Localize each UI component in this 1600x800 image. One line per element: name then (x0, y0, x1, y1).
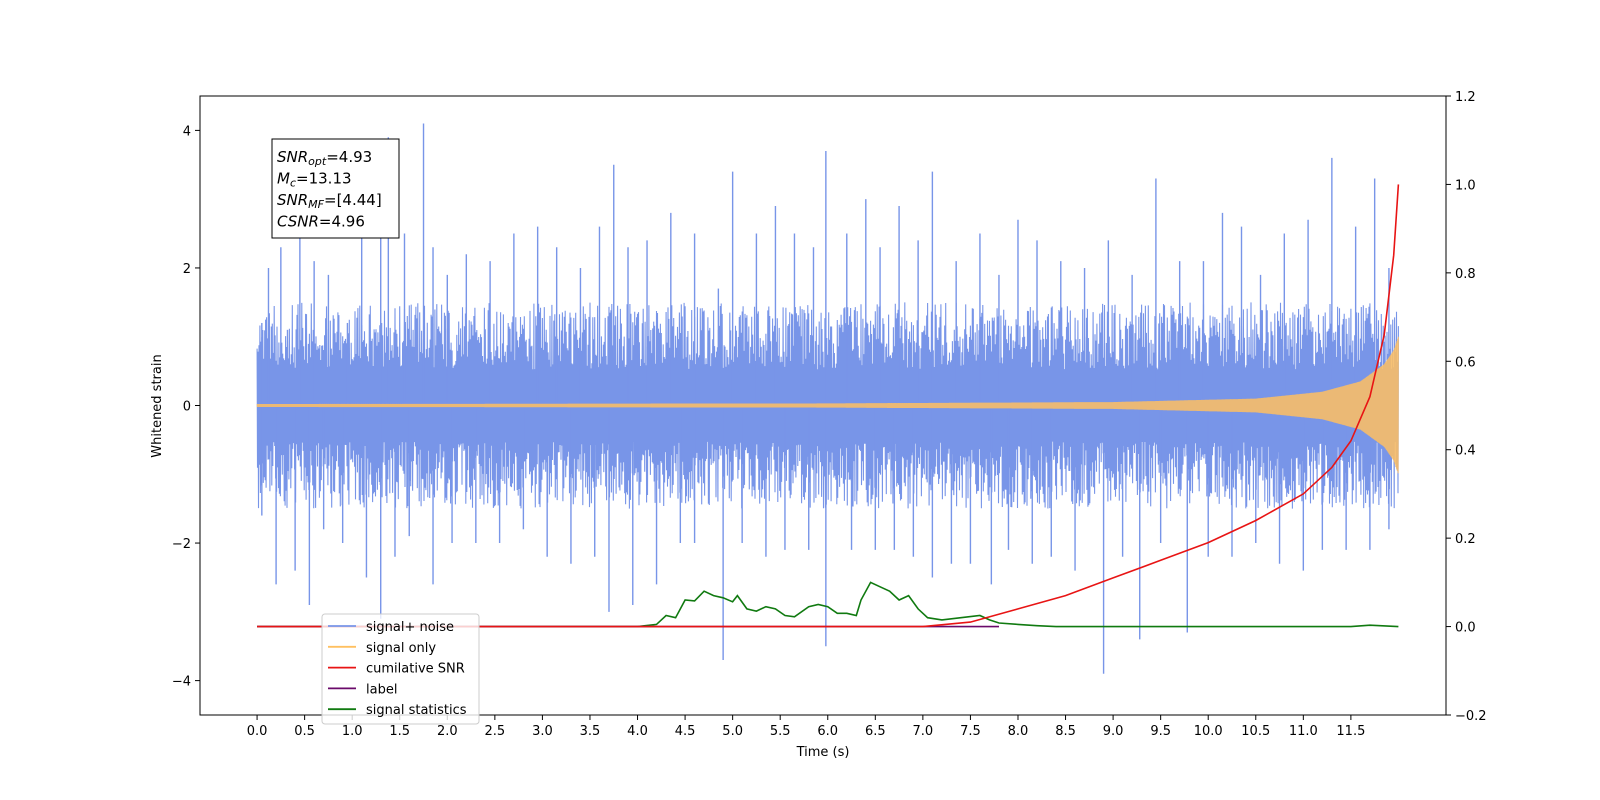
x-tick-label: 7.0 (913, 724, 934, 739)
y-right-tick-label: −0.2 (1455, 709, 1487, 724)
x-tick-label: 8.5 (1055, 724, 1076, 739)
x-tick-label: 11.0 (1289, 724, 1318, 739)
y-left-tick-label: 4 (183, 124, 191, 139)
y-axis-right: 1.2 1.0 0.8 0.6 0.4 0.2 0.0 −0.2 (1446, 90, 1487, 724)
y-axis-left-label: Whitened strain (150, 354, 165, 457)
x-tick-label: 4.5 (675, 724, 696, 739)
annotation-line: SNRopt=4.93 (277, 148, 372, 168)
legend-entry: signal+ noise (366, 620, 454, 635)
x-tick-label: 1.0 (342, 724, 363, 739)
x-tick-label: 8.0 (1008, 724, 1029, 739)
legend-frame (321, 613, 480, 725)
x-tick-label: 0.5 (294, 724, 315, 739)
y-right-tick-label: 0.4 (1455, 444, 1476, 459)
x-tick-label: 11.5 (1336, 724, 1365, 739)
x-tick-label: 0.0 (247, 724, 268, 739)
y-left-tick-label: 2 (183, 262, 191, 277)
x-tick-label: 3.5 (580, 724, 601, 739)
series-signal-statistics (257, 581, 1399, 628)
series-signal-only (256, 336, 1399, 474)
legend-entry: signal only (366, 641, 436, 656)
y-left-tick-label: 0 (183, 400, 191, 415)
x-axis: 0.0 0.5 1.0 1.5 2.0 2.5 3.0 3.5 4.0 4.5 5.0 5.5 6.0 6… (247, 715, 1365, 739)
annotation-line: SNRMF=[4.44] (277, 191, 382, 211)
series-cumulative-snr (257, 184, 1400, 628)
x-tick-label: 1.5 (389, 724, 410, 739)
y-right-tick-label: 0.0 (1455, 621, 1476, 636)
x-tick-label: 10.5 (1241, 724, 1270, 739)
y-left-tick-label: −4 (172, 675, 191, 690)
x-tick-label: 10.0 (1194, 724, 1223, 739)
x-tick-label: 5.5 (770, 724, 791, 739)
y-right-tick-label: 0.8 (1455, 267, 1476, 282)
x-tick-label: 3.0 (532, 724, 553, 739)
x-tick-label: 2.0 (437, 724, 458, 739)
y-right-tick-label: 1.0 (1455, 178, 1476, 193)
y-axis-left: 4 2 0 −2 −4 (172, 124, 200, 690)
y-right-tick-label: 0.6 (1455, 355, 1476, 370)
x-tick-label: 4.0 (627, 724, 648, 739)
y-right-tick-label: 1.2 (1455, 90, 1476, 105)
x-tick-label: 2.5 (485, 724, 506, 739)
x-tick-label: 6.0 (817, 724, 838, 739)
x-tick-label: 6.5 (865, 724, 886, 739)
legend-entry: cumilative SNR (366, 662, 465, 677)
y-left-tick-label: −2 (172, 537, 191, 552)
legend-entry: signal statistics (366, 703, 467, 718)
x-axis-label: Time (s) (796, 745, 850, 760)
x-tick-label: 5.0 (722, 724, 743, 739)
y-right-tick-label: 0.2 (1455, 532, 1476, 547)
x-tick-label: 9.5 (1150, 724, 1171, 739)
series-layer (256, 123, 1400, 674)
x-tick-label: 9.0 (1103, 724, 1124, 739)
annotation-line: Mc=13.13 (277, 170, 352, 190)
x-tick-label: 7.5 (960, 724, 981, 739)
annotation-line: CSNR=4.96 (277, 213, 365, 231)
legend: signal+ noise signal only cumilative SNR la… (321, 613, 480, 725)
legend-entry: label (366, 682, 397, 697)
